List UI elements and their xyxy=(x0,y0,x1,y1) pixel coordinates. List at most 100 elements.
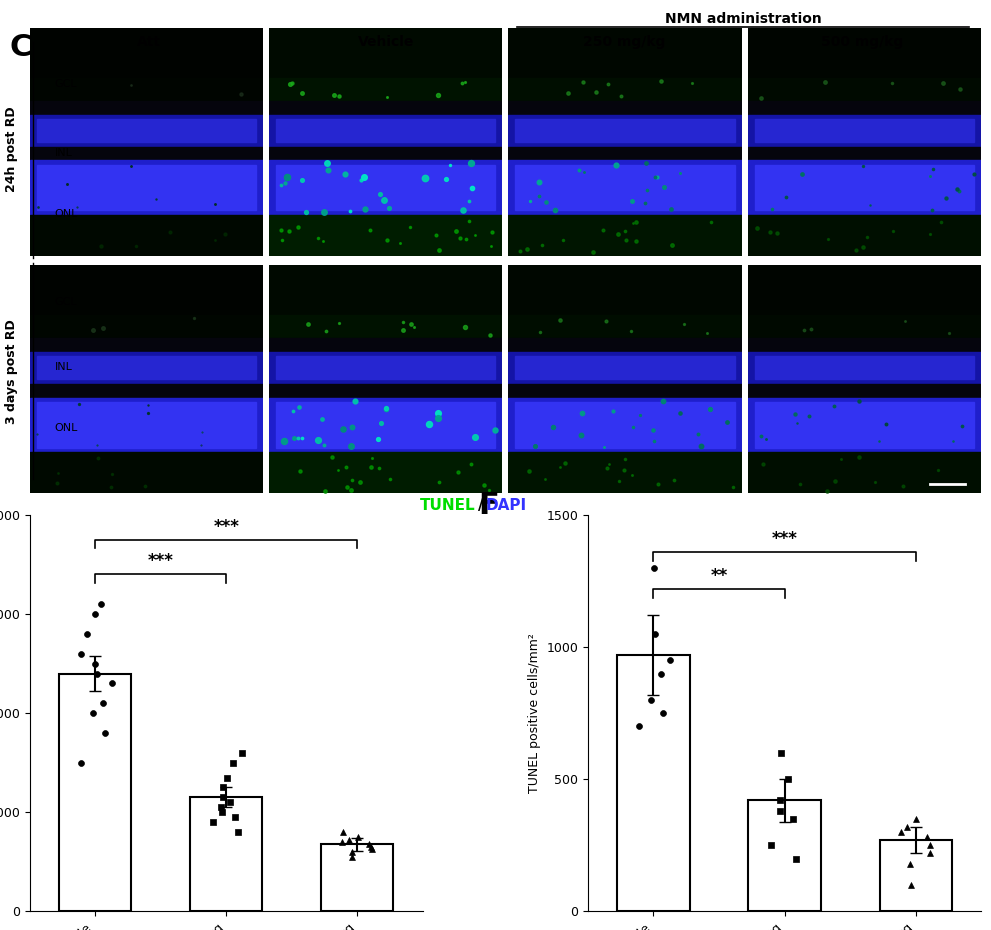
Point xyxy=(85,706,101,721)
Bar xyxy=(754,119,974,142)
Bar xyxy=(276,402,496,447)
Bar xyxy=(508,78,742,101)
Bar xyxy=(747,101,981,114)
Bar xyxy=(276,119,496,142)
Bar xyxy=(269,114,502,147)
Point xyxy=(772,804,788,818)
Bar xyxy=(754,356,974,379)
Text: 500 mg/kg: 500 mg/kg xyxy=(822,35,903,49)
Bar xyxy=(276,165,496,210)
Point xyxy=(72,646,88,661)
Point xyxy=(899,819,915,834)
Bar xyxy=(30,452,264,493)
Bar xyxy=(321,844,393,911)
Text: 3 days post RD: 3 days post RD xyxy=(5,320,19,424)
Text: INL: INL xyxy=(55,149,72,158)
Bar xyxy=(747,352,981,384)
Point xyxy=(780,772,796,787)
Bar xyxy=(747,315,981,339)
Point xyxy=(345,849,361,864)
Text: ***: *** xyxy=(772,530,798,548)
Bar xyxy=(269,147,502,160)
Point xyxy=(215,790,231,804)
Bar xyxy=(508,384,742,397)
Bar xyxy=(515,119,734,142)
Point xyxy=(643,693,659,708)
Bar xyxy=(269,384,502,397)
Bar xyxy=(269,397,502,452)
Text: /: / xyxy=(478,498,484,512)
Text: ONL: ONL xyxy=(55,423,78,432)
Text: GCL: GCL xyxy=(55,298,77,307)
Text: Att: Att xyxy=(137,35,161,49)
Bar xyxy=(269,160,502,215)
Point xyxy=(222,795,238,810)
Point xyxy=(341,832,357,847)
Bar xyxy=(269,265,502,315)
Bar xyxy=(190,797,263,911)
Bar xyxy=(508,397,742,452)
Point xyxy=(350,830,366,844)
Point xyxy=(88,666,104,681)
Bar xyxy=(269,452,502,493)
Bar xyxy=(747,28,981,78)
Point xyxy=(234,745,250,760)
Point xyxy=(73,755,89,770)
Bar xyxy=(30,78,264,101)
Bar xyxy=(747,384,981,397)
Point xyxy=(647,627,663,642)
Bar xyxy=(30,352,264,384)
Bar xyxy=(30,397,264,452)
Point xyxy=(919,830,935,844)
Point xyxy=(344,844,360,859)
Point xyxy=(763,838,779,853)
Text: ***: *** xyxy=(148,552,173,570)
Bar xyxy=(880,840,951,911)
Bar xyxy=(515,356,734,379)
Bar xyxy=(508,28,742,78)
Point xyxy=(97,725,113,740)
Point xyxy=(785,812,801,827)
Bar xyxy=(747,452,981,493)
Point xyxy=(788,851,804,866)
Bar xyxy=(30,339,264,352)
Text: 24h post RD: 24h post RD xyxy=(5,106,19,192)
Point xyxy=(334,834,350,849)
Point xyxy=(227,810,243,825)
Bar xyxy=(747,215,981,256)
Point xyxy=(205,815,221,830)
Point xyxy=(361,837,377,852)
Point xyxy=(653,666,669,681)
Bar xyxy=(508,339,742,352)
Bar xyxy=(508,265,742,315)
Text: INL: INL xyxy=(55,363,72,372)
Text: ***: *** xyxy=(213,518,239,536)
Bar xyxy=(747,160,981,215)
Point xyxy=(335,825,351,840)
Text: ONL: ONL xyxy=(55,209,78,219)
Point xyxy=(902,857,918,871)
Text: Vehicle: Vehicle xyxy=(359,35,414,49)
Bar xyxy=(748,801,821,911)
Point xyxy=(214,804,230,819)
Bar xyxy=(508,160,742,215)
Point xyxy=(104,676,120,691)
Bar xyxy=(37,402,257,447)
Bar xyxy=(30,147,264,160)
Text: NMN administration: NMN administration xyxy=(665,11,822,26)
Point xyxy=(219,770,235,785)
Bar xyxy=(269,352,502,384)
Bar xyxy=(515,165,734,210)
Text: F: F xyxy=(478,491,498,520)
Point xyxy=(903,878,919,893)
Point xyxy=(95,696,111,711)
Point xyxy=(364,840,380,855)
Bar xyxy=(508,147,742,160)
Bar xyxy=(747,114,981,147)
Text: GCL: GCL xyxy=(55,79,77,88)
Bar xyxy=(747,147,981,160)
Point xyxy=(908,812,924,827)
Point xyxy=(923,845,938,860)
Point xyxy=(215,780,231,795)
Bar xyxy=(30,101,264,114)
